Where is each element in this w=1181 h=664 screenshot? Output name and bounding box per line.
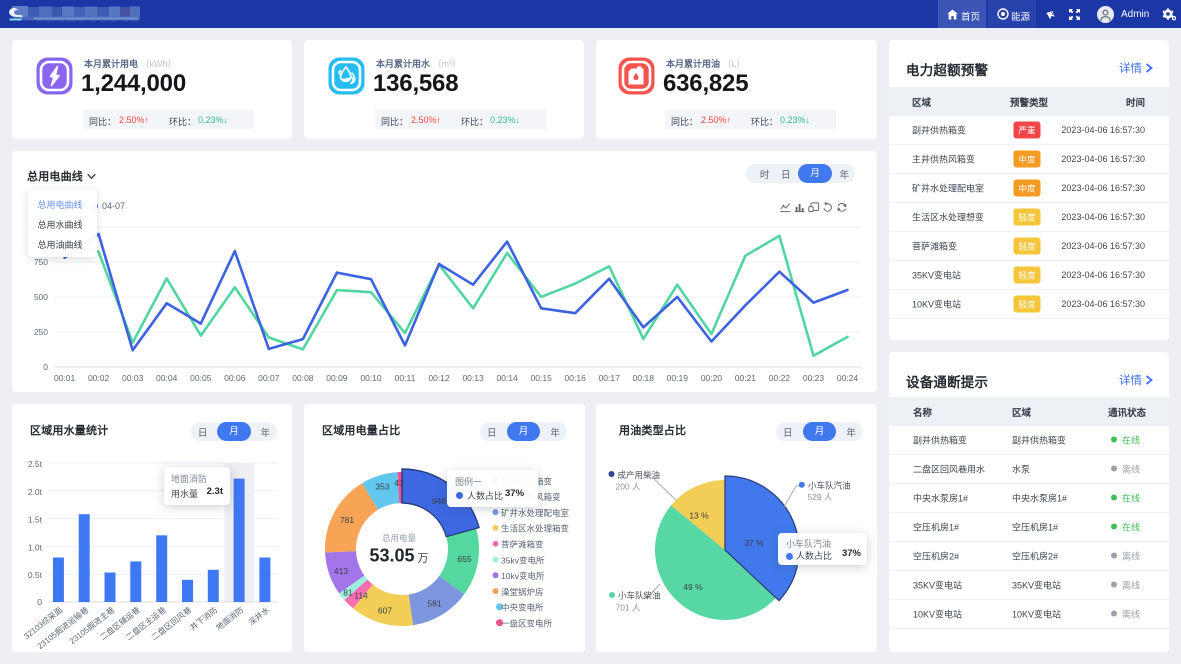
svg-text:13 %: 13 %	[689, 511, 709, 521]
svg-text:00:12: 00:12	[428, 373, 450, 383]
svg-text:小车队汽油: 小车队汽油	[808, 480, 851, 490]
svg-text:81: 81	[343, 588, 353, 598]
svg-text:00:03: 00:03	[122, 373, 144, 383]
svg-text:200 人: 200 人	[615, 482, 641, 492]
svg-text:00:04: 00:04	[156, 373, 178, 383]
svg-text:小车队柴油: 小车队柴油	[618, 591, 661, 601]
svg-text:2.0t: 2.0t	[28, 487, 43, 497]
svg-text:00:14: 00:14	[496, 373, 518, 383]
svg-text:成产用柴油: 成产用柴油	[618, 470, 661, 480]
svg-text:00:13: 00:13	[462, 373, 484, 383]
svg-text:00:24: 00:24	[837, 373, 859, 383]
svg-text:250: 250	[34, 327, 48, 337]
svg-text:00:09: 00:09	[326, 373, 348, 383]
svg-text:0: 0	[43, 362, 48, 372]
svg-text:00:06: 00:06	[224, 373, 246, 383]
svg-text:生活区水处理箱变: 生活区水处理箱变	[501, 524, 570, 534]
svg-text:00:16: 00:16	[565, 373, 587, 383]
svg-text:00:01: 00:01	[54, 373, 76, 383]
svg-text:114: 114	[354, 591, 368, 601]
svg-text:581: 581	[427, 599, 441, 609]
svg-text:00:20: 00:20	[701, 373, 723, 383]
svg-text:一盘区变电所: 一盘区变电所	[501, 619, 553, 629]
svg-text:00:07: 00:07	[258, 373, 280, 383]
svg-text:1.0t: 1.0t	[28, 542, 43, 552]
svg-text:946: 946	[432, 496, 446, 506]
svg-text:井下消防: 井下消防	[188, 605, 219, 633]
svg-text:500: 500	[34, 292, 48, 302]
svg-text:00:18: 00:18	[633, 373, 655, 383]
svg-text:37 %: 37 %	[744, 538, 764, 548]
svg-text:0: 0	[37, 597, 42, 607]
svg-text:10kv变电所: 10kv变电所	[501, 571, 545, 581]
svg-text:00:02: 00:02	[88, 373, 110, 383]
svg-text:00:21: 00:21	[735, 373, 757, 383]
svg-text:781: 781	[340, 515, 354, 525]
svg-text:地面消防: 地面消防	[214, 605, 245, 633]
svg-text:菩萨滩箱变: 菩萨滩箱变	[501, 540, 544, 550]
svg-text:00:08: 00:08	[292, 373, 314, 383]
svg-text:0.5t: 0.5t	[28, 570, 43, 580]
svg-text:750: 750	[34, 257, 48, 267]
svg-text:2.5t: 2.5t	[28, 459, 43, 469]
svg-text:701 人: 701 人	[615, 602, 641, 612]
svg-text:00:17: 00:17	[599, 373, 621, 383]
svg-text:23105掘进主巷: 23105掘进主巷	[67, 605, 116, 646]
svg-text:529 人: 529 人	[807, 492, 833, 502]
svg-text:总用电量: 总用电量	[382, 533, 417, 543]
svg-text:00:15: 00:15	[531, 373, 553, 383]
svg-text:43: 43	[394, 478, 404, 488]
svg-text:353: 353	[375, 482, 389, 492]
svg-text:澡堂锅炉房: 澡堂锅炉房	[501, 587, 544, 597]
svg-text:00:10: 00:10	[360, 373, 382, 383]
svg-text:00:19: 00:19	[667, 373, 689, 383]
svg-text:49 %: 49 %	[683, 582, 703, 592]
svg-text:413: 413	[334, 566, 348, 576]
svg-text:607: 607	[378, 606, 392, 616]
svg-text:00:22: 00:22	[769, 373, 791, 383]
svg-text:655: 655	[457, 554, 471, 564]
svg-text:深井水: 深井水	[246, 605, 271, 628]
svg-text:53.05 万: 53.05 万	[369, 546, 428, 566]
svg-text:35kv变电所: 35kv变电所	[501, 555, 545, 565]
svg-text:1.5t: 1.5t	[28, 515, 43, 525]
svg-text:中央变电所: 中央变电所	[501, 603, 544, 613]
svg-text:00:05: 00:05	[190, 373, 212, 383]
svg-text:00:23: 00:23	[803, 373, 825, 383]
svg-text:00:11: 00:11	[395, 373, 416, 383]
svg-text:矿井水处理配电室: 矿井水处理配电室	[501, 508, 570, 518]
